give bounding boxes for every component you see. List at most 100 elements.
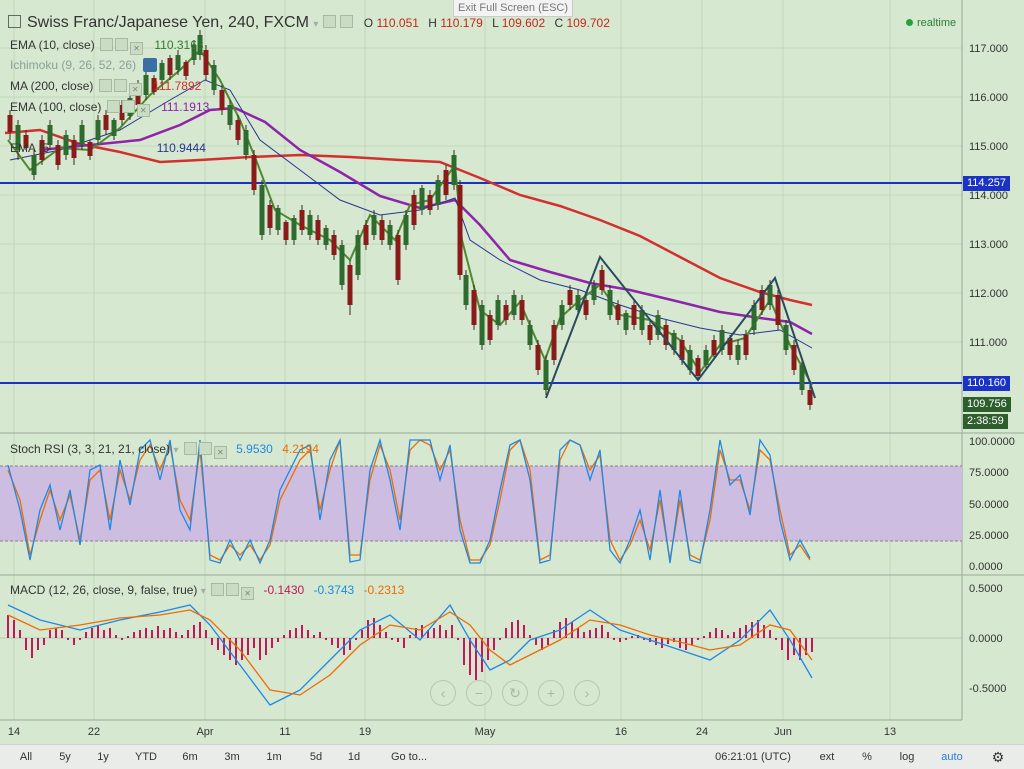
stoch-axis[interactable]: 100.0000 75.0000 50.0000 25.0000 0.0000 [969,436,1015,573]
low-value: 109.602 [501,16,546,30]
visibility-icon[interactable] [98,79,112,92]
stoch-d-value: 4.2194 [282,442,319,456]
indicator-label[interactable]: EMA (100, close) [10,100,102,114]
macd-signal-line [7,609,813,696]
range-5d-button[interactable]: 5d [309,751,323,763]
open-label: O [363,16,374,30]
reset-icon[interactable]: ↻ [502,680,528,706]
range-6m-button[interactable]: 6m [182,751,198,763]
indicator-value: 111.1913 [161,100,210,114]
ema50-line [9,79,813,349]
scroll-right-icon[interactable]: › [574,680,600,706]
macd-axis[interactable]: 0.5000 0.0000 -0.5000 [969,583,1006,695]
legend-ma200[interactable]: MA (200, close) ✕ 111.7892 [10,79,201,96]
indicator-label[interactable]: EMA (5 [10,141,50,155]
indicator-label[interactable]: MACD (12, 26, close, 9, false, true) [10,583,198,597]
ext-button[interactable]: ext [819,751,835,763]
price-tag-resistance: 114.257 [963,176,1010,191]
time-axis[interactable]: 14 22 Apr 11 19 May 16 24 Jun 13 [8,726,896,738]
settings-icon[interactable] [226,583,240,596]
countdown-tag: 2:38:59 [963,414,1008,429]
range-all-button[interactable]: All [19,751,33,763]
auto-button[interactable]: auto [941,751,963,763]
stoch-tick: 100.0000 [969,436,1015,448]
close-icon[interactable]: ✕ [128,83,142,96]
scroll-left-icon[interactable]: ‹ [430,680,456,706]
close-icon[interactable]: ✕ [213,446,227,459]
go-to-button[interactable]: Go to... [390,751,428,763]
indicator-label[interactable]: EMA (10, close) [10,38,95,52]
range-1m-button[interactable]: 1m [266,751,282,763]
zoom-controls: ‹ − ↻ + › [430,680,610,706]
legend-macd[interactable]: MACD (12, 26, close, 9, false, true) ▾ ✕… [10,583,404,600]
legend-stoch-rsi[interactable]: Stoch RSI (3, 3, 21, 21, close) ▾ ✕ 5.95… [10,442,319,459]
chart-canvas[interactable]: 117.000 116.000 115.000 114.000 113.000 … [0,0,1024,744]
indicator-value: 110.3163 [154,38,204,52]
dropdown-arrow-icon[interactable]: ▾ [313,19,319,30]
indicator-value: 111.7892 [153,79,202,93]
ohlc-readout: O 110.051 H 110.179 L 109.602 C 109.702 [364,16,616,30]
time-tick: 13 [884,726,896,738]
range-1y-button[interactable]: 1y [97,751,109,763]
settings-icon[interactable] [115,38,129,51]
price-axis[interactable]: 117.000 116.000 115.000 114.000 113.000 … [969,43,1008,349]
chart-header: Swiss Franc/Japanese Yen, 240, FXCM ▾ O … [8,14,616,32]
exit-fullscreen-button[interactable]: Exit Full Screen (ESC) [453,0,574,17]
range-3m-button[interactable]: 3m [224,751,240,763]
settings-icon[interactable] [113,79,127,92]
visibility-icon[interactable] [211,583,225,596]
time-tick: 19 [359,726,371,738]
indicator-badge-icon[interactable] [143,58,158,72]
indicator-label[interactable]: MA (200, close) [10,79,94,93]
legend-ema50[interactable]: EMA (5 110.9444 [10,141,206,155]
settings-icon[interactable] [121,100,135,113]
candles[interactable] [7,30,813,410]
time-tick: 11 [279,726,290,738]
settings-icon[interactable] [198,442,212,455]
close-icon[interactable]: ✕ [241,587,255,600]
price-tag-support: 110.160 [963,376,1010,391]
symbol-title[interactable]: Swiss Franc/Japanese Yen, 240, FXCM [27,14,309,31]
range-ytd-button[interactable]: YTD [135,751,157,763]
macd-hist-value: -0.1430 [263,583,305,597]
macd-tick: 0.0000 [969,633,1003,645]
stoch-k-line [7,437,811,565]
legend-ema10[interactable]: EMA (10, close) ✕ 110.3163 [10,38,204,55]
stoch-tick: 25.0000 [969,530,1009,542]
clock-display[interactable]: 06:21:01 (UTC) [715,751,791,763]
low-label: L [492,16,499,30]
macd-line [7,603,813,706]
collapse-icon[interactable] [8,15,21,28]
ma200-line [4,128,813,307]
log-button[interactable]: log [899,751,915,763]
pattern-drawing[interactable] [545,255,816,399]
macd-value: -0.3743 [313,583,355,597]
indicator-label[interactable]: Stoch RSI (3, 3, 21, 21, close) [10,442,171,456]
range-5y-button[interactable]: 5y [59,751,71,763]
price-tick: 111.000 [969,337,1007,349]
settings-icon[interactable] [322,15,336,28]
visibility-icon[interactable] [106,100,120,113]
price-tick: 115.000 [969,141,1008,153]
indicator-label[interactable]: Ichimoku (9, 26, 52, 26) [10,58,137,72]
time-tick: 22 [88,726,100,738]
legend-ema100[interactable]: EMA (100, close) ✕ 111.1913 [10,100,209,117]
percent-button[interactable]: % [862,751,872,763]
visibility-icon[interactable] [183,442,197,455]
zoom-out-icon[interactable]: − [466,680,492,706]
chart-area[interactable]: 117.000 116.000 115.000 114.000 113.000 … [0,0,1024,744]
visibility-icon[interactable] [340,15,354,28]
range-1d-button[interactable]: 1d [347,751,361,763]
close-icon[interactable]: ✕ [130,42,144,55]
stoch-d-line [7,438,811,562]
legend-ichimoku[interactable]: Ichimoku (9, 26, 52, 26) [10,58,158,72]
dropdown-arrow-icon[interactable]: ▾ [173,445,179,456]
close-icon[interactable]: ✕ [136,104,150,117]
zoom-in-icon[interactable]: + [538,680,564,706]
gear-icon[interactable]: ⚙ [991,749,1005,765]
dropdown-arrow-icon[interactable]: ▾ [200,586,206,597]
live-dot-icon [906,19,913,26]
high-label: H [428,16,437,30]
price-tick: 114.000 [969,190,1008,202]
visibility-icon[interactable] [100,38,114,51]
